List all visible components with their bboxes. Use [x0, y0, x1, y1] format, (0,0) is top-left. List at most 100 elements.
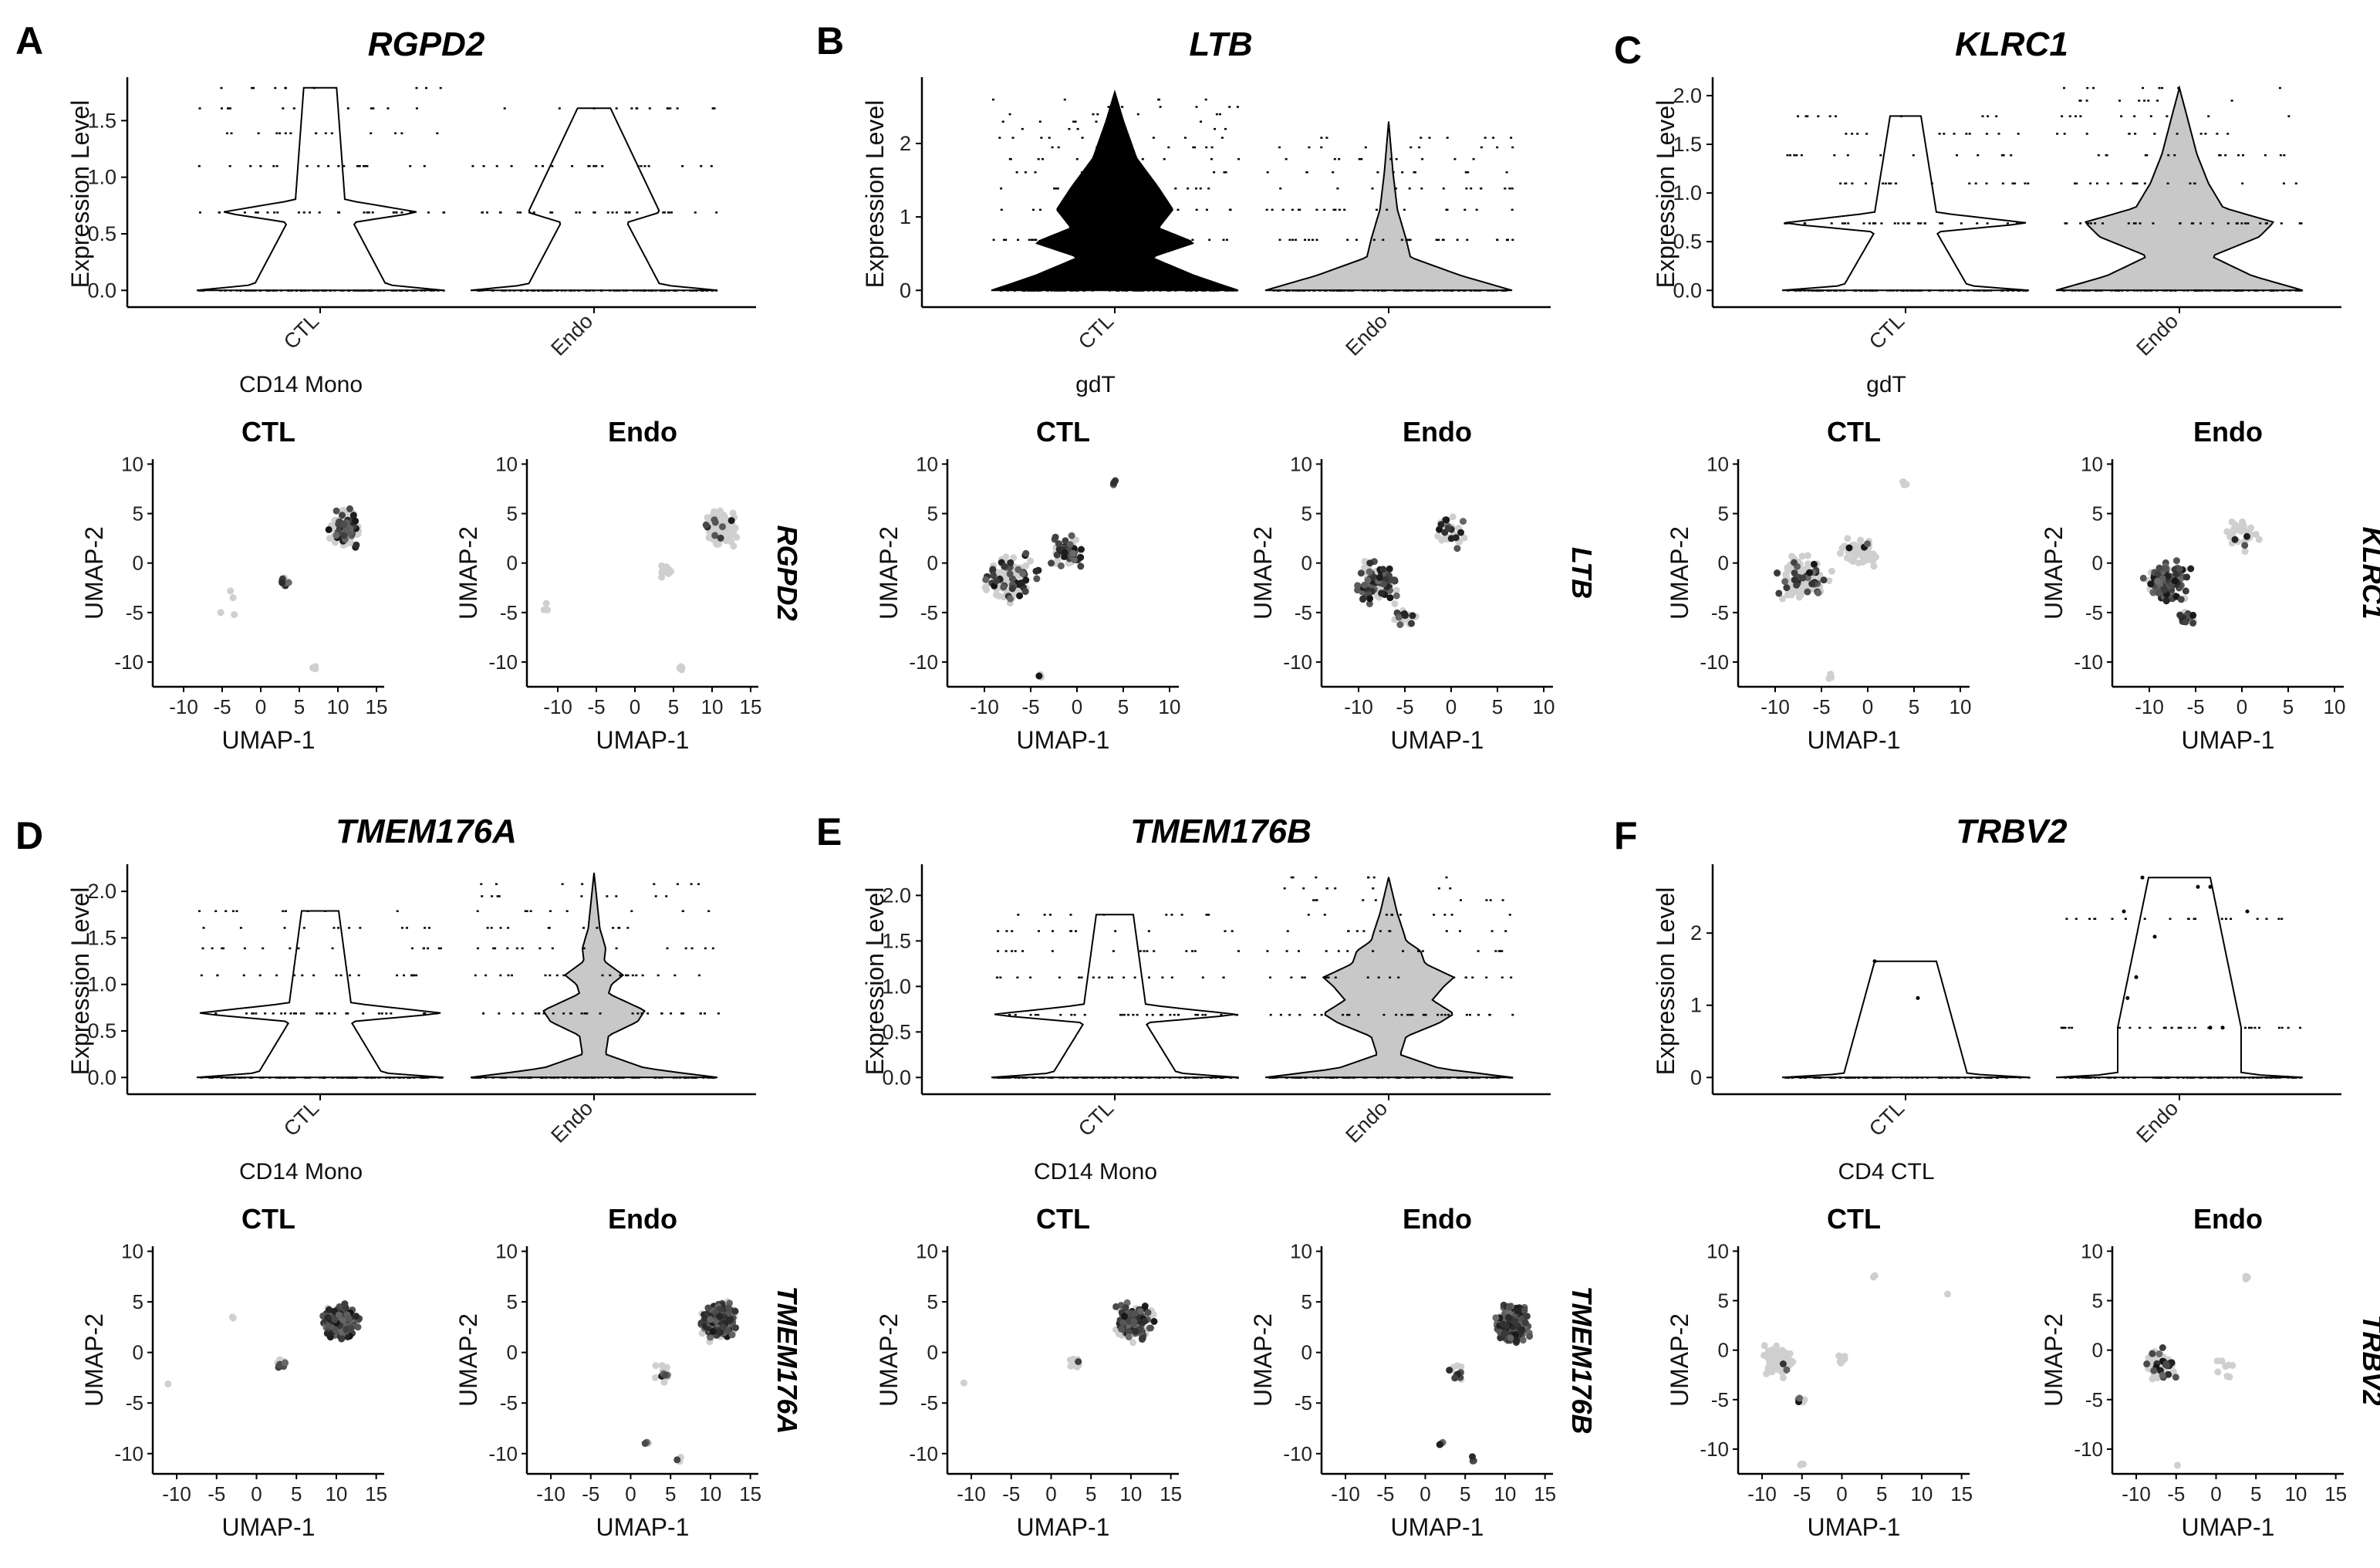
umap-point: [730, 542, 738, 550]
umap-point-expressing: [711, 519, 719, 526]
violin-point: [1892, 289, 1895, 292]
umap-point-expressing: [1132, 1328, 1139, 1335]
violin-point: [614, 289, 617, 292]
violin-point: [364, 1076, 367, 1079]
violin-point: [1428, 137, 1431, 139]
violin-point: [551, 211, 554, 214]
violin-point: [1136, 1076, 1139, 1079]
violin-point: [1508, 1076, 1511, 1079]
violin-point: [1052, 1076, 1054, 1079]
violin-point: [387, 107, 390, 110]
umap-point: [1149, 1310, 1157, 1318]
violin-point: [1803, 1076, 1806, 1079]
violin-point: [1414, 171, 1416, 174]
violin-point: [337, 165, 340, 167]
umap-point-expressing: [1019, 569, 1027, 577]
violin-point: [1862, 222, 1865, 225]
violin-point: [681, 910, 684, 912]
violin-point: [552, 1076, 555, 1079]
violin-point: [1160, 1013, 1163, 1016]
violin-point: [592, 289, 595, 292]
violin-point: [1082, 238, 1085, 242]
umap-x-tick-label: -10: [957, 1482, 986, 1505]
violin-point: [1278, 146, 1281, 149]
violin-point: [1817, 289, 1820, 292]
violin-point: [1504, 289, 1507, 292]
violin-point: [1865, 289, 1868, 292]
violin-point: [2241, 289, 2244, 292]
violin-point: [710, 1076, 713, 1079]
violin-point: [507, 974, 510, 977]
violin-point: [2235, 222, 2238, 225]
violin-point: [1025, 1076, 1028, 1079]
umap-x-tick-label: -10: [1747, 1482, 1777, 1505]
umap-x-axis-title: UMAP-1: [222, 726, 316, 754]
umap-point-expressing: [2162, 565, 2169, 573]
violin-point: [1109, 289, 1111, 292]
violin-point: [1298, 950, 1300, 952]
violin-point: [1038, 930, 1040, 932]
violin-point: [1265, 208, 1268, 211]
violin-point: [321, 289, 324, 292]
violin-point: [2068, 115, 2071, 117]
umap-point-expressing: [1144, 1309, 1152, 1316]
violin-point: [1316, 1076, 1319, 1079]
violin-point: [2282, 182, 2285, 184]
violin-point: [1185, 289, 1188, 292]
violin-point: [1071, 188, 1074, 190]
umap-point-expressing: [339, 1316, 346, 1324]
violin-point: [1308, 146, 1311, 149]
umap-y-tick-label: 0: [507, 552, 518, 575]
umap-point-expressing: [1007, 559, 1014, 566]
umap-x-axis-title: UMAP-1: [2182, 726, 2275, 754]
violin-point: [670, 211, 673, 214]
violin-point: [1075, 1076, 1078, 1079]
violin-point: [415, 974, 418, 977]
umap-point-expressing: [1523, 1313, 1531, 1320]
violin-point: [395, 289, 398, 292]
violin-point: [1214, 1076, 1217, 1079]
violin-point: [1159, 289, 1162, 292]
violin-point: [1480, 146, 1483, 149]
violin-point: [2079, 100, 2082, 102]
violin-point: [1073, 1076, 1076, 1079]
violin-point: [2007, 222, 2009, 225]
violin-point: [2168, 1076, 2171, 1079]
violin-point: [1189, 289, 1192, 292]
violin-point: [1013, 289, 1016, 292]
violin-point: [1372, 950, 1375, 952]
violin-point: [481, 289, 484, 292]
violin-point: [1803, 289, 1806, 292]
violin-point: [333, 289, 336, 292]
violin-point: [1062, 289, 1065, 292]
violin-point: [1041, 157, 1044, 161]
violin-point: [321, 1012, 324, 1015]
violin-point: [1191, 238, 1194, 242]
umap-point: [1786, 1350, 1794, 1357]
umap-point-expressing: [1774, 569, 1781, 576]
violin-point: [631, 1012, 634, 1015]
violin-y-tick-label: 1.5: [87, 926, 116, 949]
violin-point: [383, 289, 386, 292]
violin-point: [1362, 1076, 1366, 1079]
umap-point-expressing: [1779, 1360, 1787, 1367]
violin-point: [1818, 1076, 1821, 1079]
violin-point: [1057, 289, 1059, 292]
umap-point: [1867, 556, 1875, 564]
violin-point: [711, 947, 714, 950]
violin-point: [1283, 887, 1286, 890]
violin-point: [1220, 137, 1224, 139]
violin-point: [289, 947, 292, 950]
violin-point: [1426, 289, 1429, 292]
violin-point: [667, 107, 670, 110]
violin-point: [2113, 1076, 2116, 1079]
violin-point: [272, 289, 275, 292]
violin-point: [715, 211, 718, 214]
violin-point: [1440, 1076, 1443, 1079]
violin-point: [1447, 1076, 1450, 1079]
violin-point: [2214, 289, 2217, 292]
gene-title: KLRC1: [1955, 25, 2068, 63]
violin-point: [1968, 182, 1971, 184]
violin-point: [1820, 289, 1823, 292]
